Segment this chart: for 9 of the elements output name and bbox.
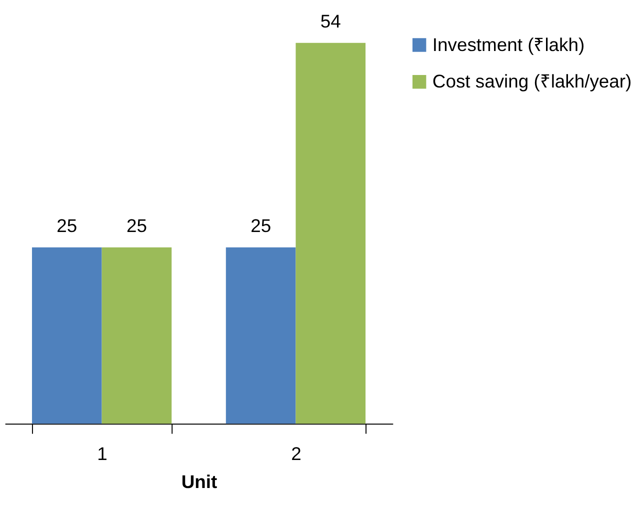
data-label: 25 [56,214,78,236]
data-label: 25 [126,214,147,236]
x-tick-label: 1 [97,442,108,464]
data-label: 25 [250,214,272,236]
legend-label: Cost saving (₹lakh/year) [432,70,632,92]
x-axis-title: Unit [181,471,218,492]
x-tick-label: 2 [291,442,302,464]
data-label: 54 [320,10,341,32]
legend-label: Investment (₹lakh) [432,34,585,55]
